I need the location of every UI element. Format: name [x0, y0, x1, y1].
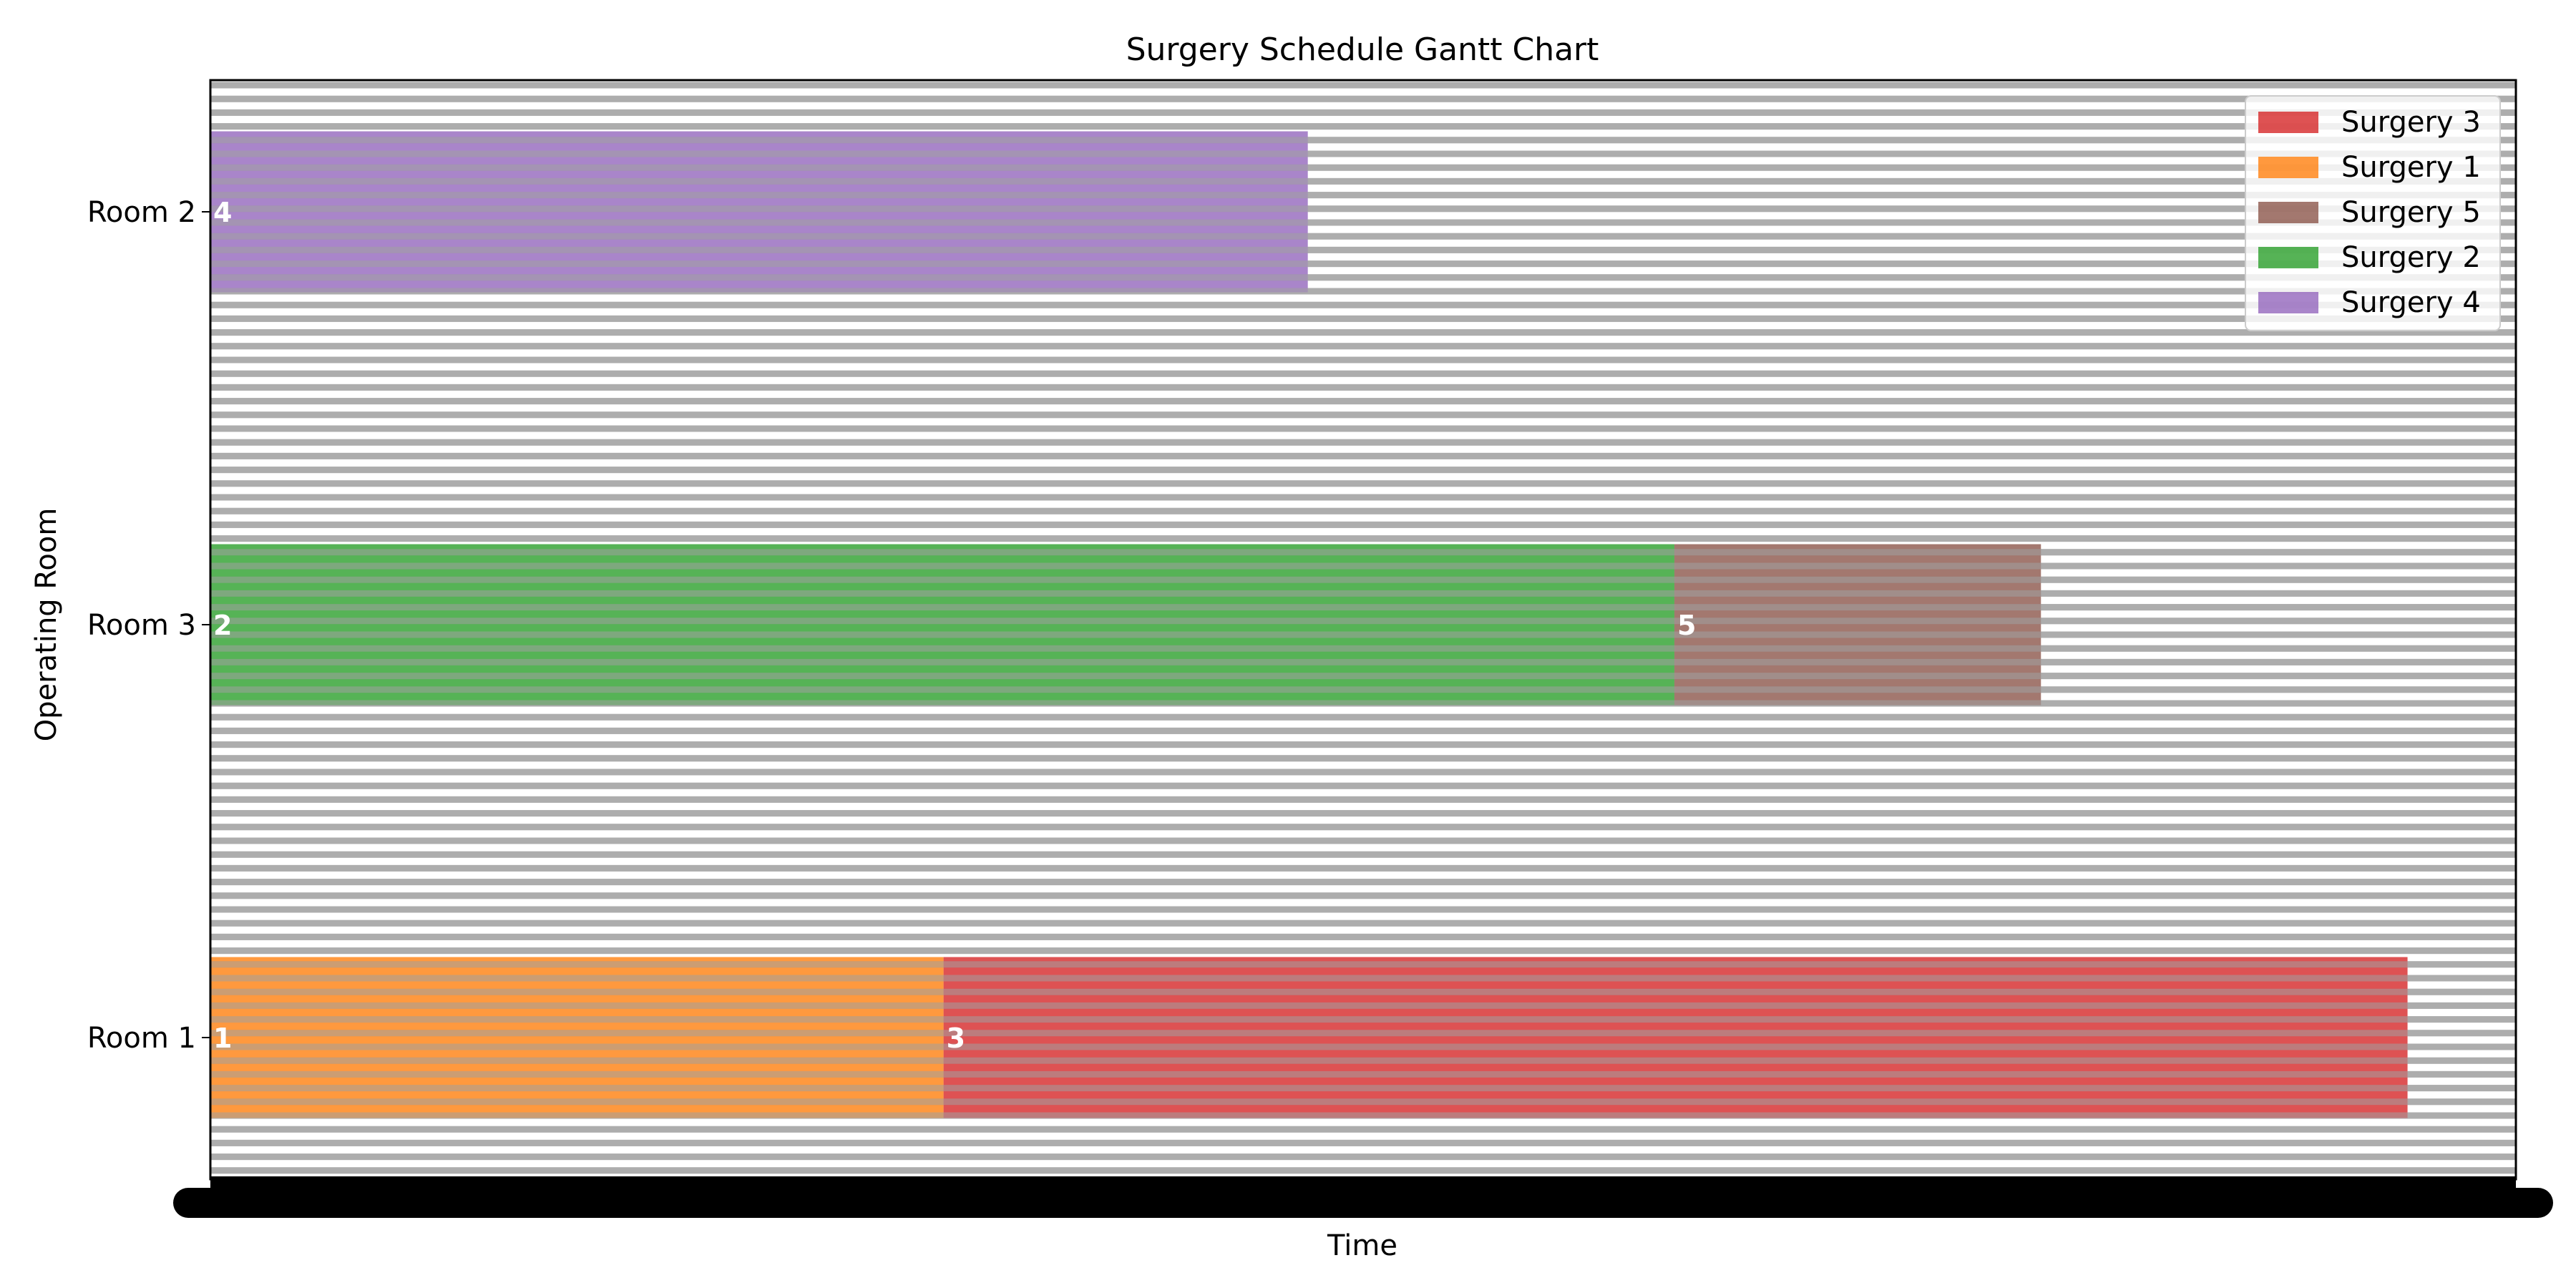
bar-label: 4 — [213, 197, 232, 228]
bar-labels: 3 1 5 2 4 — [213, 197, 1696, 1054]
legend-label: Surgery 1 — [2341, 151, 2481, 184]
y-tick-label: Room 1 — [87, 1022, 196, 1055]
legend-label: Surgery 2 — [2341, 241, 2481, 274]
legend-label: Surgery 4 — [2341, 286, 2481, 319]
chart-title: Surgery Schedule Gantt Chart — [1126, 31, 1599, 68]
y-tick-label: Room 2 — [87, 196, 196, 229]
legend-label: Surgery 5 — [2341, 196, 2481, 229]
bar-label: 1 — [213, 1023, 232, 1054]
y-axis: Room 1 Room 3 Room 2 — [87, 196, 210, 1055]
gridlines-over-bars — [210, 82, 2516, 1174]
legend-swatch — [2258, 292, 2318, 313]
legend-swatch — [2258, 157, 2318, 178]
bars — [210, 82, 2516, 1174]
x-axis-label: Time — [1327, 1229, 1397, 1262]
y-tick-label: Room 3 — [87, 609, 196, 642]
plot-frame — [209, 79, 2517, 1181]
bar-label: 3 — [947, 1023, 965, 1054]
bar-label: 2 — [213, 610, 232, 641]
legend-swatch — [2258, 247, 2318, 268]
x-tick-labels-overlapping — [173, 1188, 2553, 1218]
legend-label: Surgery 3 — [2341, 106, 2481, 139]
x-axis — [173, 1176, 2553, 1218]
bar-label: 5 — [1677, 610, 1696, 641]
legend-swatch — [2258, 112, 2318, 133]
x-ticks-band — [210, 1176, 2516, 1188]
legend-swatch — [2258, 202, 2318, 223]
legend-box — [2245, 95, 2501, 331]
y-axis-label: Operating Room — [30, 508, 63, 742]
legend: Surgery 3 Surgery 1 Surgery 5 Surgery 2 Surg… — [2245, 95, 2501, 331]
